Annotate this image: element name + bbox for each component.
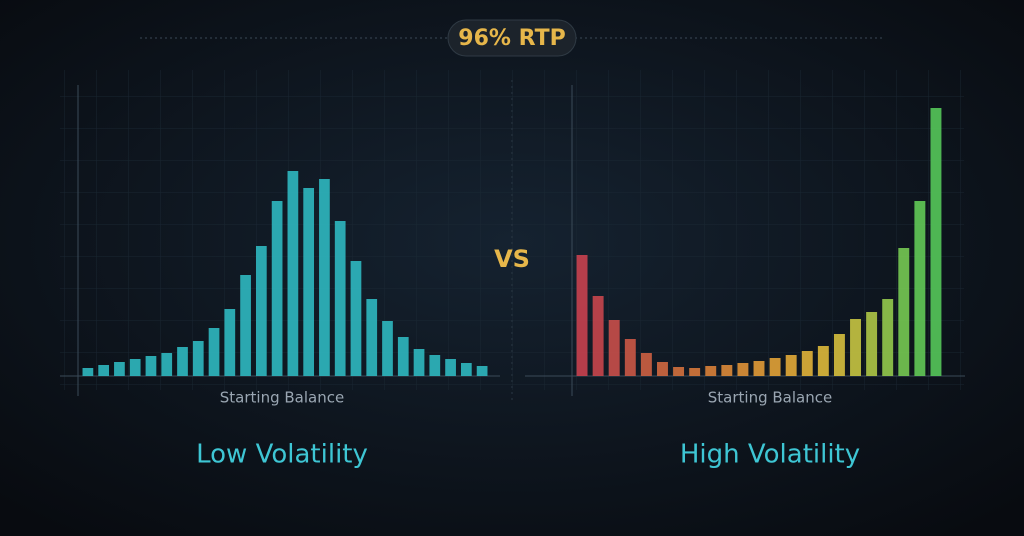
vs-label: VS xyxy=(494,245,530,273)
bar xyxy=(817,346,829,376)
bar xyxy=(673,367,685,376)
bar xyxy=(255,246,267,376)
bar xyxy=(801,351,813,376)
bar xyxy=(287,171,299,376)
bar xyxy=(429,355,441,376)
bar xyxy=(705,366,717,376)
bar xyxy=(240,275,251,376)
bar xyxy=(769,358,781,376)
bar xyxy=(785,355,797,376)
x-axis-label: Starting Balance xyxy=(220,389,344,407)
bar xyxy=(608,320,620,376)
bar xyxy=(192,341,204,376)
bar xyxy=(657,362,668,376)
bar xyxy=(866,312,878,376)
bar xyxy=(397,337,409,376)
bar xyxy=(930,108,942,376)
bar xyxy=(833,334,845,376)
bar xyxy=(98,365,110,376)
bar xyxy=(413,349,425,376)
bar xyxy=(445,359,456,376)
bar xyxy=(576,255,588,376)
bar xyxy=(224,309,236,376)
bar xyxy=(208,328,220,376)
chart-title: Low Volatility xyxy=(196,440,368,470)
bar xyxy=(382,321,393,376)
bar xyxy=(753,361,765,376)
bar xyxy=(350,261,362,376)
bar xyxy=(898,248,910,376)
bar xyxy=(721,365,733,376)
bar xyxy=(129,359,141,376)
bar xyxy=(640,353,652,376)
bar xyxy=(177,347,188,376)
bar xyxy=(271,201,283,376)
bar xyxy=(161,353,173,376)
bar xyxy=(334,221,346,376)
bar xyxy=(737,363,749,376)
chart-title: High Volatility xyxy=(680,440,860,470)
bar xyxy=(303,188,315,376)
badge-text: 96% RTP xyxy=(458,26,565,51)
bar xyxy=(476,366,488,376)
bar xyxy=(592,296,604,376)
bar xyxy=(460,363,472,376)
bar xyxy=(366,299,378,376)
badge xyxy=(447,19,577,57)
bar xyxy=(114,362,125,376)
bar xyxy=(882,299,894,376)
bar xyxy=(850,319,861,376)
bar xyxy=(319,179,330,376)
bar xyxy=(689,368,701,376)
bar xyxy=(145,356,157,376)
bar xyxy=(624,339,636,376)
bar xyxy=(914,201,926,376)
x-axis-label: Starting Balance xyxy=(708,389,832,407)
bar xyxy=(82,368,94,376)
